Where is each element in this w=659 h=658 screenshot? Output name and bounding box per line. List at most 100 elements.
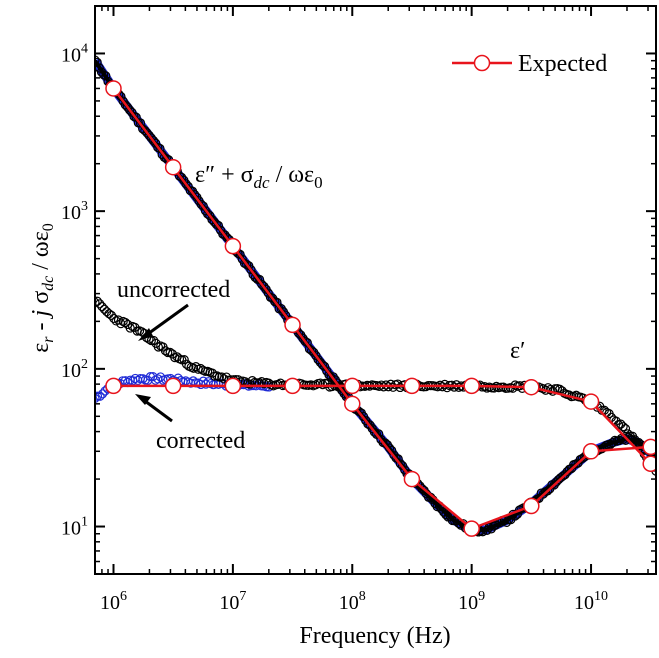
data-point-measured-eps-imag-plus-dc	[300, 336, 310, 346]
series-line-expected-eps-imag	[112, 87, 651, 531]
data-point-measured-eps-imag-plus-dc	[125, 105, 135, 115]
y-axis-title-sigma: σ	[28, 291, 54, 310]
data-point-measured-eps-real-uncorrected	[620, 424, 631, 434]
marker-expected-eps-real	[105, 377, 122, 395]
data-point-measured-eps-real-uncorrected	[149, 335, 159, 346]
data-point-measured-eps-real-uncorrected	[120, 318, 131, 328]
data-point-measured-eps-imag-plus-dc	[196, 199, 206, 209]
data-point-measured-eps-real-uncorrected	[273, 379, 283, 390]
y-tick-base: 10	[61, 44, 81, 66]
legend: Expected	[452, 51, 607, 77]
data-point-measured-eps-real-uncorrected	[214, 372, 225, 382]
marker-expected-eps-real	[642, 455, 656, 473]
y-tick-exp: 4	[81, 41, 88, 56]
plot-frame	[94, 5, 657, 575]
marker-expected-eps-real	[344, 377, 361, 395]
major-ticks	[95, 6, 656, 574]
data-point-measured-eps-imag-plus-dc	[95, 55, 100, 65]
y-axis-title-dc: dc	[40, 276, 57, 291]
marker-expected-eps-imag	[642, 438, 656, 456]
marker-expected-eps-imag	[403, 470, 421, 488]
data-point-measured-eps-imag-plus-dc	[148, 136, 159, 146]
data-point-measured-eps-real-uncorrected	[97, 302, 107, 312]
svg-text:εr - j σdc / ωε0: εr - j σdc / ωε0	[28, 223, 57, 353]
data-point-measured-eps-real-uncorrected	[95, 297, 100, 307]
y-tick-base: 10	[61, 518, 81, 540]
x-tick-exp: 9	[478, 589, 485, 604]
y-tick-base: 10	[61, 360, 81, 382]
y-tick-exp: 1	[81, 515, 88, 530]
x-axis-title: Frequency (Hz)	[299, 623, 450, 649]
series-layer	[95, 55, 656, 537]
y-axis-title-over: / ωε	[28, 231, 54, 276]
data-point-measured-eps-imag-plus-dc	[211, 219, 221, 229]
marker-expected-eps-imag	[284, 316, 301, 334]
data-point-measured-eps-real-corrected	[95, 391, 105, 401]
marker-expected-eps-real	[523, 378, 540, 396]
marker-expected-eps-imag	[463, 520, 480, 537]
data-point-measured-eps-imag-plus-dc	[246, 265, 256, 275]
annotation-eps-imag: ε″ + σdc / ωε0	[195, 162, 323, 192]
marker-expected-eps-real	[463, 377, 480, 395]
data-point-measured-eps-real-uncorrected	[545, 384, 555, 395]
data-point-measured-eps-real-uncorrected	[109, 313, 119, 324]
x-tick-exp: 7	[239, 589, 246, 604]
data-point-measured-eps-imag-plus-dc	[395, 459, 406, 469]
legend-label-expected: Expected	[518, 51, 607, 77]
marker-expected-eps-real	[284, 377, 301, 395]
data-point-measured-eps-real-uncorrected	[191, 362, 201, 372]
y-axis-title-r: r	[40, 336, 57, 343]
y-axis-title-group: εr - j σdc / ωε0	[28, 223, 57, 353]
marker-expected-eps-imag	[523, 497, 540, 515]
legend-marker-expected	[473, 54, 491, 72]
data-point-measured-eps-real-uncorrected	[442, 383, 452, 393]
data-point-measured-eps-imag-plus-dc	[317, 360, 328, 370]
data-point-measured-eps-real-corrected	[95, 393, 100, 403]
marker-expected-eps-real	[582, 393, 600, 410]
series-line-expected-eps-real	[113, 384, 652, 465]
y-axis-title-j: j	[28, 309, 54, 319]
y-axis-title-minus: -	[28, 316, 54, 336]
data-point-measured-eps-real-corrected	[95, 391, 103, 401]
y-axis-title-eps: ε	[28, 343, 54, 353]
data-point-measured-eps-real-uncorrected	[264, 378, 274, 388]
x-tick-labels: 106 107 108 109 1010	[100, 589, 608, 614]
data-point-measured-eps-imag-plus-dc	[181, 179, 191, 189]
x-tick-base: 10	[458, 592, 478, 614]
x-tick-label: 1010	[574, 589, 608, 614]
x-tick-label: 108	[339, 589, 366, 614]
data-point-measured-eps-real-uncorrected	[165, 347, 175, 357]
data-point-measured-eps-real-uncorrected	[489, 383, 499, 393]
x-tick-base: 10	[219, 592, 239, 614]
data-point-measured-eps-real-corrected	[153, 374, 163, 384]
data-point-measured-eps-real-uncorrected	[188, 363, 199, 373]
x-tick-exp: 10	[594, 589, 608, 604]
data-point-measured-eps-real-uncorrected	[95, 296, 102, 306]
marker-expected-eps-real	[403, 377, 421, 395]
x-tick-exp: 6	[120, 589, 127, 604]
y-tick-base: 10	[61, 202, 81, 224]
data-point-measured-eps-real-uncorrected	[618, 422, 628, 432]
y-tick-label: 103	[61, 199, 88, 224]
data-point-measured-eps-real-uncorrected	[388, 382, 398, 392]
y-tick-label: 104	[61, 41, 88, 66]
data-point-measured-eps-real-uncorrected	[219, 374, 229, 384]
data-point-measured-eps-real-corrected	[188, 376, 198, 386]
data-point-measured-eps-real-uncorrected	[207, 368, 217, 378]
marker-expected-eps-imag	[582, 443, 600, 460]
y-tick-exp: 3	[81, 199, 88, 214]
x-tick-base: 10	[100, 592, 120, 614]
y-axis-title-zero: 0	[40, 223, 57, 231]
y-tick-exp: 2	[81, 357, 88, 372]
y-tick-label: 102	[61, 357, 88, 382]
data-point-measured-eps-real-uncorrected	[104, 309, 114, 319]
x-tick-base: 10	[339, 592, 359, 614]
data-point-measured-eps-real-corrected	[133, 375, 143, 386]
marker-expected-eps-real	[224, 377, 242, 395]
marker-expected-eps-imag	[164, 158, 182, 176]
marker-expected-eps-imag	[224, 237, 242, 255]
arrow-corrected	[135, 394, 173, 423]
data-point-measured-eps-real-uncorrected	[179, 355, 189, 365]
annotation-corrected: corrected	[156, 428, 245, 454]
